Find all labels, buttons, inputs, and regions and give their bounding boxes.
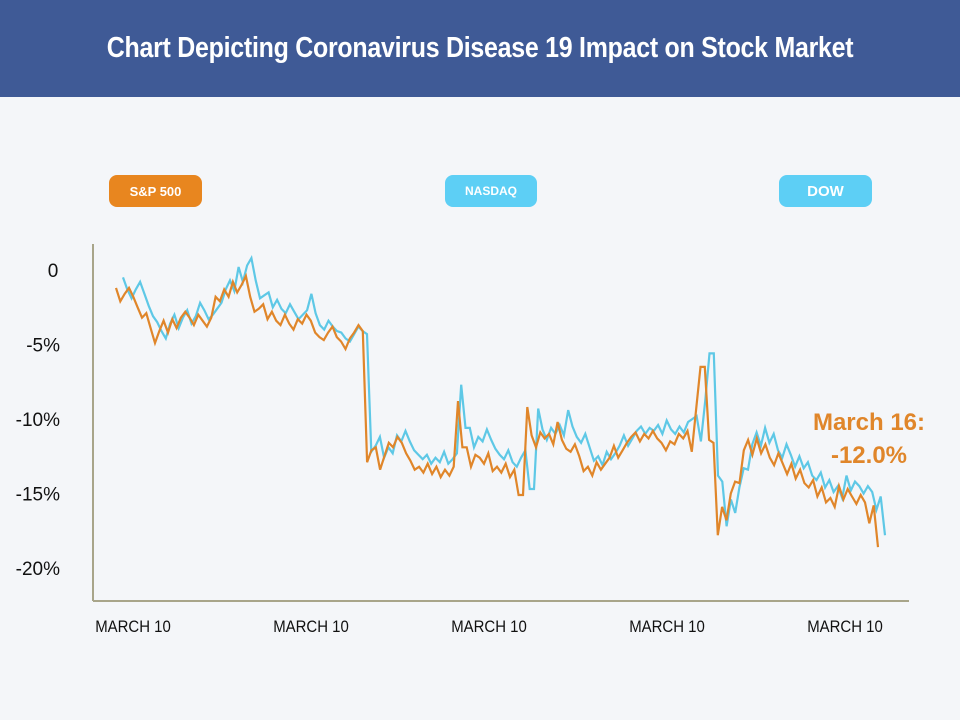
legend-dow: DOW xyxy=(779,175,872,207)
y-tick-label: -15% xyxy=(16,485,60,506)
y-tick-label: -5% xyxy=(26,336,60,357)
chart-axes xyxy=(92,244,909,602)
y-tick-label: -20% xyxy=(16,559,60,580)
x-tick-labels: MARCH 10 MARCH 10 MARCH 10 MARCH 10 MARCH 10 xyxy=(95,618,883,636)
page-title: Chart Depicting Coronavirus Disease 19 I… xyxy=(106,32,854,64)
x-tick-label: MARCH 10 xyxy=(807,618,883,636)
legend-sp500: S&P 500 xyxy=(109,175,202,207)
y-tick-label: 0 xyxy=(48,261,59,282)
series-line-sp500 xyxy=(114,272,880,548)
y-tick-labels: 0 -5% -10% -15% -20% xyxy=(16,261,60,580)
x-tick-label: MARCH 10 xyxy=(273,618,349,636)
legend-nasdaq: NASDAQ xyxy=(445,175,537,207)
header-banner: Chart Depicting Coronavirus Disease 19 I… xyxy=(0,0,960,97)
x-tick-label: MARCH 10 xyxy=(629,618,705,636)
annotation: March 16: -12.0% xyxy=(813,409,925,469)
series-line-nasdaq xyxy=(121,255,887,536)
x-tick-label: MARCH 10 xyxy=(95,618,171,636)
annotation-line2: -12.0% xyxy=(831,442,907,469)
y-tick-label: -10% xyxy=(16,410,60,431)
annotation-line1: March 16: xyxy=(813,409,925,436)
x-tick-label: MARCH 10 xyxy=(451,618,527,636)
series-lines xyxy=(114,255,887,548)
